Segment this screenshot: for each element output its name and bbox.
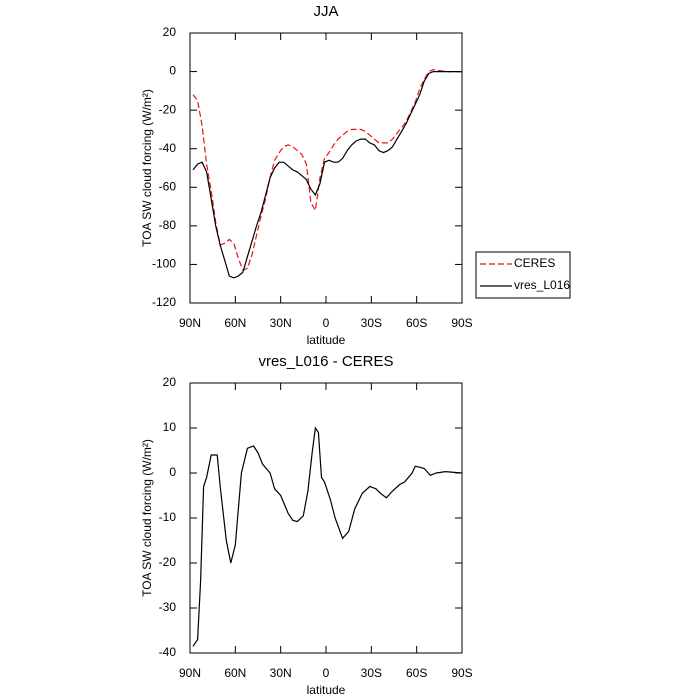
plot-frame bbox=[189, 382, 463, 654]
x-axis-label: latitude bbox=[307, 333, 346, 347]
y-tick-label: -100 bbox=[152, 257, 176, 271]
plot-frame bbox=[189, 32, 463, 304]
x-tick-label: 90N bbox=[179, 316, 201, 330]
y-tick-label: -40 bbox=[159, 141, 177, 155]
y-tick-label: 0 bbox=[169, 465, 176, 479]
x-tick-label: 60S bbox=[406, 316, 427, 330]
legend-label: vres_L016 bbox=[514, 278, 570, 292]
chart-title: vres_L016 - CERES bbox=[258, 353, 393, 370]
y-tick-label: -40 bbox=[159, 645, 177, 659]
y-axis-label: TOA SW cloud forcing (W/m²) bbox=[140, 89, 154, 247]
legend-box bbox=[475, 251, 571, 299]
y-tick-label: 20 bbox=[163, 375, 177, 389]
y-tick-label: -120 bbox=[152, 295, 176, 309]
x-tick-label: 90S bbox=[451, 316, 472, 330]
data-line bbox=[192, 426, 463, 647]
y-tick-label: -20 bbox=[159, 555, 177, 569]
legend-label: CERES bbox=[514, 256, 555, 270]
x-tick-label: 30S bbox=[361, 316, 382, 330]
y-tick-label: 10 bbox=[163, 420, 177, 434]
y-tick-label: -80 bbox=[159, 218, 177, 232]
y-tick-label: -20 bbox=[159, 102, 177, 116]
chart-title: JJA bbox=[313, 3, 338, 20]
x-tick-label: 90N bbox=[179, 666, 201, 680]
x-tick-label: 60N bbox=[224, 316, 246, 330]
data-line bbox=[192, 71, 462, 279]
x-tick-label: 30S bbox=[361, 666, 382, 680]
x-axis-label: latitude bbox=[307, 683, 346, 697]
x-tick-label: 30N bbox=[270, 666, 292, 680]
x-tick-label: 0 bbox=[323, 316, 330, 330]
x-tick-label: 90S bbox=[451, 666, 472, 680]
y-tick-label: 0 bbox=[169, 64, 176, 78]
x-tick-label: 60S bbox=[406, 666, 427, 680]
y-tick-label: -10 bbox=[159, 510, 177, 524]
y-tick-label: 20 bbox=[163, 25, 177, 39]
x-tick-label: 0 bbox=[323, 666, 330, 680]
data-line bbox=[192, 68, 462, 271]
x-tick-label: 60N bbox=[224, 666, 246, 680]
y-axis-label: TOA SW cloud forcing (W/m²) bbox=[140, 439, 154, 597]
y-tick-label: -60 bbox=[159, 179, 177, 193]
y-tick-label: -30 bbox=[159, 600, 177, 614]
x-tick-label: 30N bbox=[270, 316, 292, 330]
